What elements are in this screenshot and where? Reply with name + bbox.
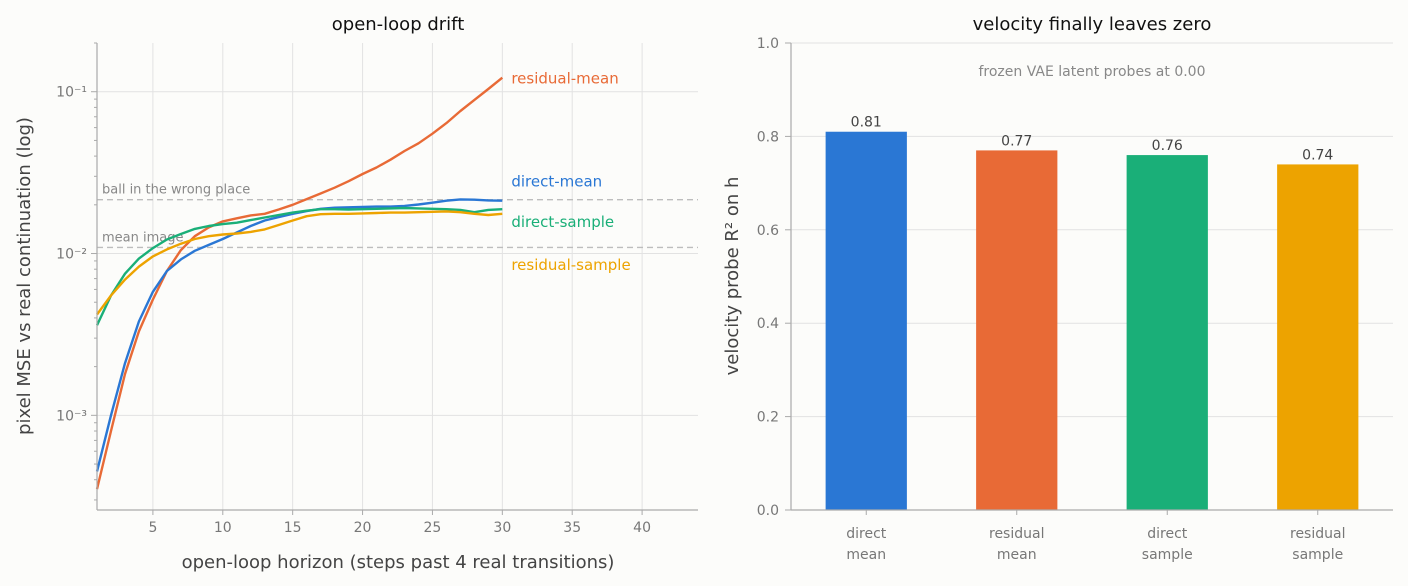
bar-category-label: sample — [1142, 547, 1193, 563]
bar-category-label: residual — [1290, 526, 1345, 542]
bar-value-label: 0.77 — [1001, 133, 1032, 149]
y-tick-label: 10⁻² — [56, 247, 87, 263]
line-series-group: residual-mean direct-mean direct-sample res… — [95, 70, 631, 490]
bar-chart-annotation: frozen VAE latent probes at 0.00 — [978, 64, 1205, 80]
bar-direct-sample — [1126, 155, 1208, 510]
y-tick-label: 10⁻³ — [56, 408, 87, 424]
x-tick-label: 25 — [424, 520, 442, 536]
bar-y-tick-label: 0.6 — [757, 223, 779, 239]
reference-line-label: ball in the wrong place — [102, 183, 250, 198]
line-chart-axes: 5 10 15 20 25 30 35 40 10⁻³ 10⁻² 10⁻¹ — [56, 42, 698, 536]
series-line-residual-sample — [96, 210, 503, 316]
bar-category-label: direct — [846, 526, 887, 542]
bar-chart-axes: 0.0 0.2 0.4 0.6 0.8 1.0 direct mean residual mean… — [757, 36, 1393, 563]
series-label-direct-sample: direct-sample — [511, 213, 614, 231]
x-tick-label: 20 — [354, 520, 372, 536]
x-tick-label: 35 — [563, 520, 581, 536]
bars-group: 0.81 0.77 0.76 0.74 — [825, 115, 1359, 511]
bar-category-label: sample — [1292, 547, 1343, 563]
x-tick-label: 40 — [633, 520, 651, 536]
bar-residual-sample — [1277, 164, 1359, 511]
bar-y-tick-label: 1.0 — [757, 36, 779, 52]
bar-chart: velocity finally leaves zero frozen VAE … — [722, 14, 1393, 563]
x-tick-label: 10 — [214, 520, 232, 536]
bar-chart-title: velocity finally leaves zero — [973, 14, 1212, 35]
line-chart-grid — [97, 43, 698, 510]
line-chart-title: open-loop drift — [332, 14, 465, 35]
line-chart: open-loop drift ball in the wrong placem… — [14, 14, 698, 573]
bar-category-label: mean — [846, 547, 886, 563]
bar-value-label: 0.74 — [1302, 147, 1333, 163]
bar-category-label: mean — [997, 547, 1037, 563]
bar-residual-mean — [976, 150, 1058, 510]
x-tick-label: 5 — [148, 520, 157, 536]
series-label-residual-sample: residual-sample — [511, 256, 630, 274]
bar-y-tick-label: 0.4 — [757, 316, 779, 332]
x-tick-label: 15 — [284, 520, 302, 536]
series-label-residual-mean: residual-mean — [511, 70, 618, 88]
bar-value-label: 0.76 — [1152, 138, 1183, 154]
bar-y-tick-label: 0.8 — [757, 129, 779, 145]
line-chart-ylabel: pixel MSE vs real continuation (log) — [14, 117, 35, 435]
series-label-direct-mean: direct-mean — [511, 173, 602, 191]
series-line-direct-sample — [95, 206, 503, 326]
bar-chart-ylabel: velocity probe R² on h — [722, 177, 743, 376]
bar-category-label: residual — [989, 526, 1044, 542]
line-chart-xlabel: open-loop horizon (steps past 4 real tra… — [182, 552, 615, 573]
bar-category-label: direct — [1147, 526, 1188, 542]
x-tick-label: 30 — [493, 520, 511, 536]
bar-y-tick-label: 0.0 — [757, 503, 779, 519]
bar-value-label: 0.81 — [851, 115, 882, 131]
bar-direct-mean — [825, 131, 907, 511]
bar-y-tick-label: 0.2 — [757, 410, 779, 426]
y-tick-label: 10⁻¹ — [56, 85, 87, 101]
